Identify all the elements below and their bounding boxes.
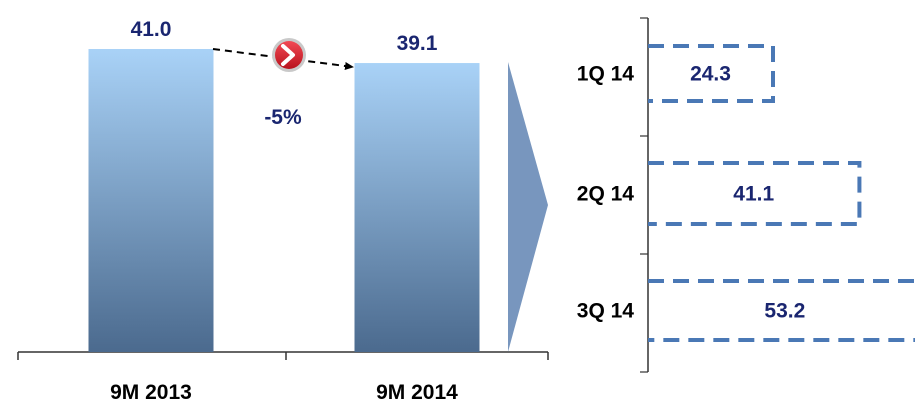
quarter-category-label: 1Q 14: [577, 63, 635, 86]
quarter-category-label: 2Q 14: [577, 183, 635, 206]
right-quarterly-chart: 24.3 1Q 14 41.1 2Q 14 53.2 3Q 14: [577, 17, 915, 373]
expansion-connector-arrow: [508, 62, 548, 352]
category-label: 9M 2013: [110, 381, 192, 404]
bar-value-label: 39.1: [397, 32, 438, 55]
change-badge-icon: [272, 38, 306, 72]
left-bar-chart: 41.0 9M 2013 39.1 9M 2014 -5%: [17, 18, 549, 404]
quarter-value-label: 53.2: [764, 300, 805, 323]
bar-9m-2013: [88, 49, 214, 352]
quarter-bar-outline: [648, 44, 775, 103]
category-label: 9M 2014: [376, 381, 458, 404]
bar-9m-2014: [354, 63, 480, 352]
bar-value-label: 41.0: [131, 18, 172, 41]
quarter-bar-outline: [648, 161, 862, 226]
change-percentage-label: -5%: [264, 106, 302, 129]
quarter-category-label: 3Q 14: [577, 300, 635, 323]
quarter-bar-outline: [648, 279, 915, 342]
quarter-value-label: 24.3: [690, 63, 731, 86]
quarter-value-label: 41.1: [733, 183, 774, 206]
